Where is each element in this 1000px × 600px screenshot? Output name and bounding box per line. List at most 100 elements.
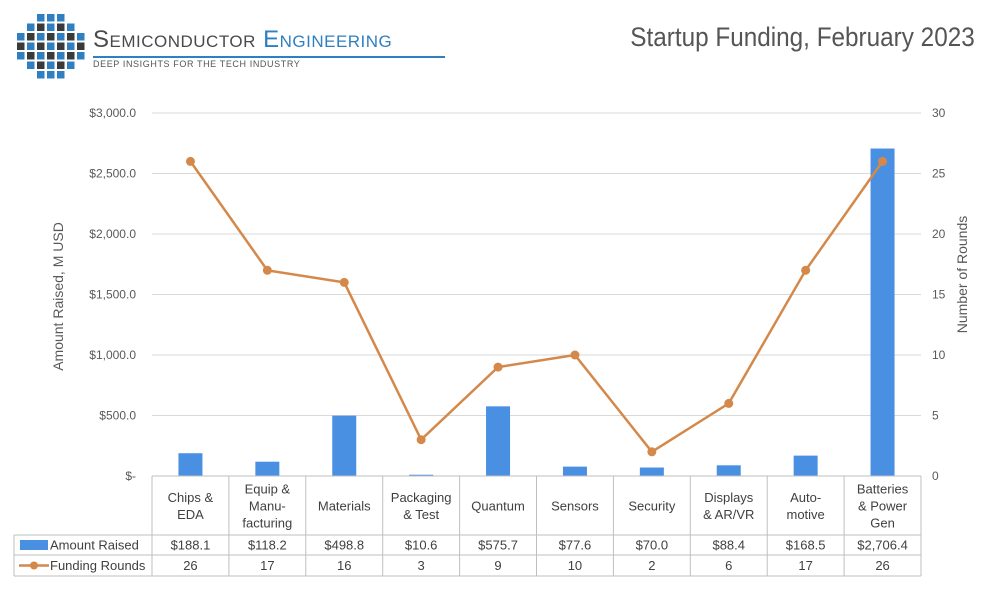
- line-point: [339, 277, 349, 287]
- data-label-rounds: 16: [337, 558, 351, 573]
- logo-square: [67, 42, 75, 50]
- y-tick-label: $1,500.0: [89, 288, 136, 302]
- data-label-rounds: 26: [875, 558, 889, 573]
- logo-square: [77, 52, 85, 60]
- y-tick-label: $2,000.0: [89, 227, 136, 241]
- x-category-label: Quantum: [471, 499, 524, 514]
- legend-label-amount-raised: Amount Raised: [50, 538, 139, 553]
- x-category-line: & Test: [403, 507, 439, 522]
- logo-square: [67, 23, 75, 31]
- x-category-label: Chips & EDA: [168, 490, 214, 522]
- x-category-line: Manu-: [249, 499, 286, 514]
- data-label-amount: $10.6: [405, 538, 438, 553]
- y-tick-label: $2,500.0: [89, 167, 136, 181]
- logo-square: [27, 42, 35, 50]
- data-table: Chips & EDA Equip & Manu-facturing Materials…: [13, 475, 922, 577]
- brand-logo: Semiconductor Engineering DEEP INSIGHTS …: [14, 12, 454, 82]
- x-category-line: & Power: [858, 499, 908, 514]
- logo-square: [27, 52, 35, 60]
- logo-word-engineering: Engineering: [263, 26, 393, 53]
- logo-word-semiconductor: Semiconductor: [93, 26, 264, 53]
- logo-square: [37, 52, 45, 60]
- logo-square: [37, 23, 45, 31]
- line-point: [647, 447, 657, 457]
- logo-square: [47, 71, 55, 79]
- data-label-amount: $498.8: [324, 538, 364, 553]
- logo-square: [17, 52, 25, 60]
- logo-square: [47, 52, 55, 60]
- data-label-amount: $2,706.4: [857, 538, 908, 553]
- bar: [870, 148, 895, 476]
- data-label-rounds: 10: [568, 558, 582, 573]
- line-point: [493, 362, 503, 372]
- logo-square: [47, 42, 55, 50]
- axes: $- $500.0 $1,000.0 $1,500.0 $2,000.0 $2,500.0…: [50, 106, 970, 483]
- line-point: [185, 156, 195, 166]
- logo-square: [27, 61, 35, 69]
- data-label-rounds: 3: [418, 558, 425, 573]
- gridlines: [152, 112, 921, 477]
- data-label-amount: $188.1: [171, 538, 211, 553]
- logo-square: [47, 33, 55, 41]
- x-category-line: Gen: [870, 516, 895, 531]
- x-category-line: Quantum: [471, 499, 524, 514]
- x-category-line: & AR/VR: [703, 507, 754, 522]
- y-axis-title: Amount Raised, M USD: [50, 222, 66, 371]
- x-category-label: Auto-motive: [787, 490, 825, 522]
- x-category-line: Materials: [318, 499, 371, 514]
- logo-square: [57, 33, 65, 41]
- bar: [639, 467, 664, 476]
- data-label-rounds: 17: [798, 558, 812, 573]
- logo-square: [47, 61, 55, 69]
- logo-square: [57, 61, 65, 69]
- logo-square: [27, 33, 35, 41]
- bar: [793, 455, 818, 476]
- logo-square: [17, 42, 25, 50]
- y2-tick-label: 15: [932, 288, 946, 302]
- line-point: [570, 350, 580, 360]
- logo-tagline: DEEP INSIGHTS FOR THE TECH INDUSTRY: [93, 59, 301, 69]
- logo-square: [37, 42, 45, 50]
- x-category-line: facturing: [242, 516, 292, 531]
- data-label-rounds: 17: [260, 558, 274, 573]
- logo-square: [67, 52, 75, 60]
- x-category-label: Packaging & Test: [391, 490, 452, 522]
- y2-tick-label: 30: [932, 106, 946, 120]
- logo-square: [37, 14, 45, 22]
- data-label-rounds: 9: [494, 558, 501, 573]
- line-point: [878, 156, 888, 166]
- logo-square: [57, 23, 65, 31]
- logo-square: [37, 33, 45, 41]
- bar: [255, 461, 280, 476]
- data-label-rounds: 6: [725, 558, 732, 573]
- legend-key-funding-rounds-marker: [30, 561, 38, 570]
- y-tick-label: $1,000.0: [89, 348, 136, 362]
- logo-square: [57, 71, 65, 79]
- legend-key-amount-raised: [20, 540, 48, 550]
- data-label-amount: $575.7: [478, 538, 518, 553]
- x-category-line: Chips &: [168, 490, 214, 505]
- y-tick-label: $500.0: [99, 409, 136, 423]
- logo-square: [57, 42, 65, 50]
- data-label-amount: $70.0: [636, 538, 669, 553]
- line-point: [416, 435, 426, 445]
- x-category-line: EDA: [177, 507, 204, 522]
- logo-square: [37, 71, 45, 79]
- y2-axis-title: Number of Rounds: [954, 216, 970, 334]
- x-category-line: motive: [787, 507, 825, 522]
- chart-title: Startup Funding, February 2023: [630, 22, 975, 52]
- logo-square: [27, 23, 35, 31]
- logo-square: [57, 14, 65, 22]
- line-point: [801, 265, 811, 275]
- logo-mark-icon: [17, 14, 85, 79]
- data-label-amount: $77.6: [559, 538, 592, 553]
- bar: [409, 474, 434, 476]
- series-line: [189, 160, 884, 454]
- bar: [486, 406, 511, 476]
- logo-square: [77, 42, 85, 50]
- logo-wordmark: Semiconductor Engineering: [93, 26, 392, 54]
- logo-square: [57, 52, 65, 60]
- y2-tick-label: 25: [932, 167, 946, 181]
- y2-tick-label: 10: [932, 348, 946, 362]
- logo-square: [47, 14, 55, 22]
